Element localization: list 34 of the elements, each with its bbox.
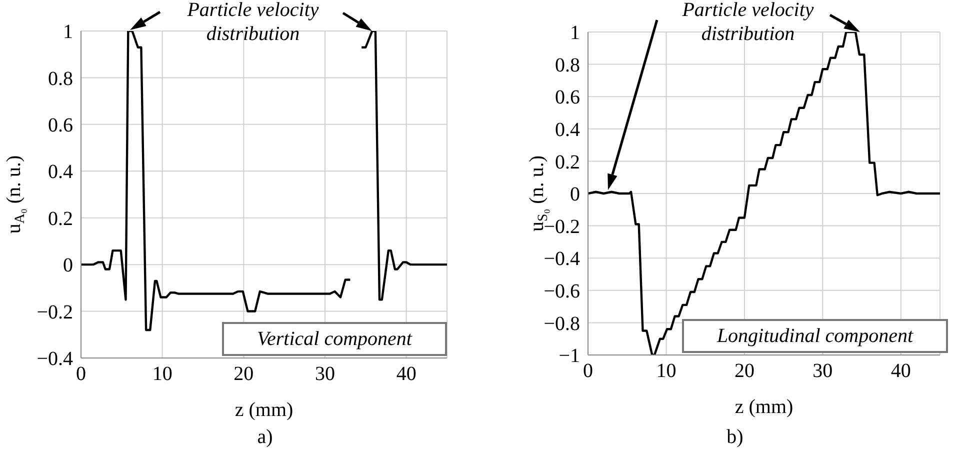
x-tick-label: 20 (234, 363, 254, 386)
text-box: Longitudinal component (682, 319, 948, 353)
y-tick-label: 0.6 (48, 114, 73, 137)
x-tick-label: 10 (656, 360, 676, 382)
y-tick-label: −0.8 (544, 312, 580, 335)
y-tick-label: 1 (570, 22, 580, 44)
y-tick-label: 0 (63, 254, 73, 277)
x-axis-title: z (mm) (734, 396, 794, 418)
y-tick-label: −0.2 (36, 301, 73, 324)
y-tick-label: 1 (63, 21, 73, 44)
y-tick-label: 0 (570, 184, 580, 206)
x-tick-label: 40 (396, 363, 416, 386)
text: a) (256, 426, 274, 449)
x-tick-label: 10 (152, 363, 172, 386)
y-tick-label: 0.2 (555, 151, 580, 174)
y-tick-label: −0.4 (36, 348, 73, 370)
y-tick-label: 0.4 (555, 119, 580, 141)
y-tick-label: 0.6 (555, 86, 580, 109)
x-tick-label: 30 (315, 363, 335, 386)
y-tick-label: 0.8 (48, 68, 73, 90)
x-tick-label: 30 (812, 360, 833, 382)
text: b) (726, 426, 744, 449)
y-tick-label: 0.8 (555, 54, 580, 76)
y-tick-label: −1 (558, 345, 580, 368)
y-tick-label: 0.2 (48, 208, 73, 230)
x-tick-label: 20 (734, 360, 754, 382)
y-tick-label: −0.6 (544, 280, 580, 302)
x-axis-title: z (mm) (234, 399, 294, 421)
y-tick-label: 0.4 (48, 161, 73, 184)
y-tick-label: −0.4 (544, 248, 580, 270)
x-tick-label: 40 (890, 360, 911, 382)
annotation: Particle velocity distribution (186, 0, 320, 46)
text-box: Vertical component (222, 322, 447, 356)
annotation: Particle velocity distribution (681, 0, 815, 46)
